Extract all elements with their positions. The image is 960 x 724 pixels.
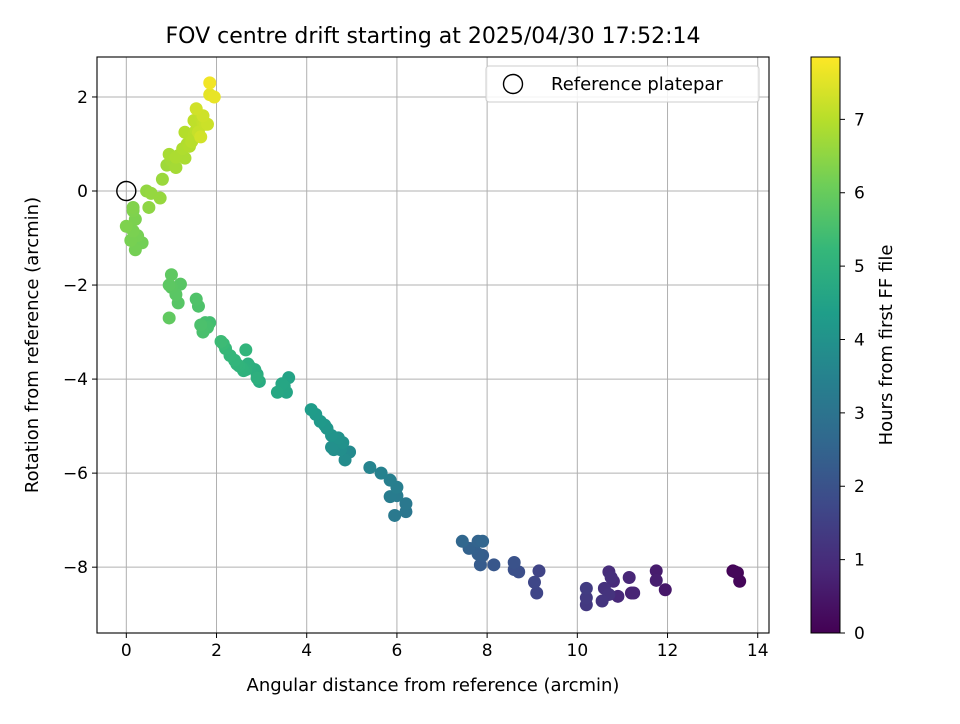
data-point [476,534,490,548]
data-point [153,191,167,205]
data-point [627,586,641,600]
data-point [250,371,264,385]
data-point [126,200,140,214]
data-point [579,581,593,595]
y-tick-label: −4 [63,370,88,390]
colorbar-tick-label: 0 [854,624,865,644]
data-point [214,334,228,348]
data-point [728,565,742,579]
data-point [595,594,609,608]
data-point [155,172,169,186]
data-point [194,318,208,332]
data-point [239,343,253,357]
reference-marker-layer [116,180,137,202]
legend-label: Reference platepar [551,74,723,95]
y-tick-label: 0 [77,182,88,202]
x-tick-label: 12 [657,641,679,661]
data-point [162,278,176,292]
data-point [383,490,397,504]
data-point [142,200,156,214]
data-point [622,571,636,585]
data-point [649,564,663,578]
data-point [270,385,284,399]
y-tick-label: −8 [63,558,88,578]
x-tick-label: 10 [567,641,589,661]
data-point [532,564,546,578]
chart-title: FOV centre drift starting at 2025/04/30 … [166,24,701,49]
y-tick-label: −2 [63,276,88,296]
data-point [304,403,318,417]
colorbar-tick-label: 6 [854,184,865,204]
x-tick-label: 8 [482,641,493,661]
data-point [325,440,339,454]
grid-lines [97,57,769,633]
data-point [203,76,217,90]
x-tick-label: 4 [301,641,312,661]
data-point [162,311,176,325]
legend-box [485,65,760,103]
legend: Reference platepar [485,65,760,103]
data-point [455,534,469,548]
reference-marker [116,180,137,202]
legend-reference-icon [502,73,524,95]
colorbar-label: Hours from first FF file [876,245,897,446]
data-point [658,583,672,597]
data-point [338,453,352,467]
data-point [189,292,203,306]
x-tick-label: 14 [747,641,769,661]
data-point [164,268,178,282]
colorbar [810,56,841,634]
data-point [189,102,203,116]
data-point [388,508,402,522]
data-points [119,76,747,612]
data-point [374,466,388,480]
y-tick-label: 2 [77,88,88,108]
y-axis-label: Rotation from reference (arcmin) [22,197,43,493]
colorbar-tick-label: 7 [854,110,865,130]
data-point [363,460,377,474]
data-point [530,586,544,600]
x-tick-label: 0 [121,641,132,661]
data-point [194,130,208,144]
data-point [527,575,541,589]
y-tick-label: −6 [63,464,88,484]
colorbar-tick-label: 3 [854,404,865,424]
colorbar-ticks: 0 1 2 3 4 5 6 7 [840,110,865,644]
data-point [399,497,413,511]
plot-frame [96,56,770,634]
data-point [649,573,663,587]
colorbar-tick-label: 1 [854,551,865,571]
data-point [487,558,501,572]
x-axis-label: Angular distance from reference (arcmin) [247,675,620,696]
y-axis-ticks: −8 −6 −4 −2 0 2 [63,88,97,578]
colorbar-tick-label: 4 [854,330,865,350]
x-tick-label: 2 [211,641,222,661]
data-point [507,555,521,569]
data-point [207,90,221,104]
data-point [119,219,133,233]
colorbar-tick-label: 5 [854,257,865,277]
data-point [383,473,397,487]
data-point [604,571,618,585]
data-point [169,160,183,174]
data-point [579,591,593,605]
colorbar-tick-label: 2 [854,477,865,497]
x-tick-label: 6 [392,641,403,661]
x-axis-ticks: 0 2 4 6 8 10 12 14 [121,633,769,661]
